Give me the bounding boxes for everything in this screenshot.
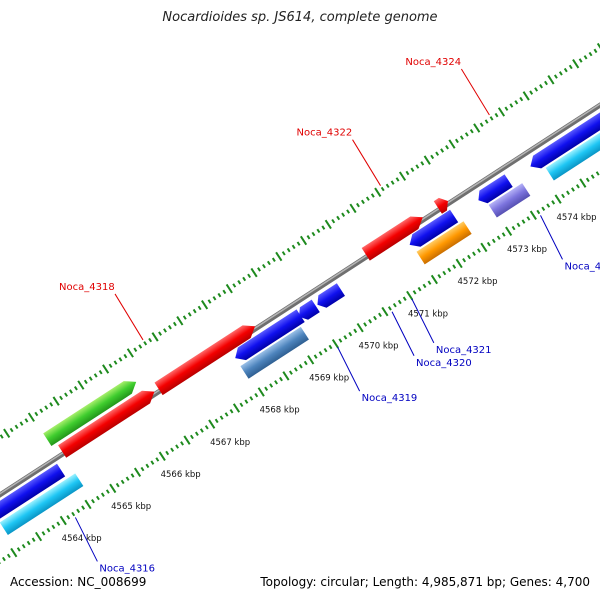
inner-tick-track — [0, 171, 600, 565]
kbp-tick-label: 4566 kbp — [161, 470, 201, 480]
outer-tick-track — [0, 42, 600, 439]
kbp-tick-label: 4573 kbp — [507, 245, 547, 255]
gene-feature-noca-4323[interactable] — [416, 221, 472, 265]
kbp-tick-label: 4571 kbp — [408, 309, 448, 319]
gene-feature-noca-4324[interactable] — [433, 195, 452, 214]
gene-feature-red[interactable] — [58, 385, 158, 458]
kbp-tick-label: 4574 kbp — [556, 213, 596, 223]
gene-leader-line — [460, 68, 490, 116]
kbp-tick-label: 4569 kbp — [309, 374, 349, 384]
gene-label-noca-4321[interactable]: Noca_4321 — [436, 345, 492, 356]
gene-label-noca-4322[interactable]: Noca_4322 — [297, 128, 353, 139]
accession-label: Accession: NC_008699 — [10, 575, 147, 589]
gene-feature-noca-4318[interactable] — [154, 320, 259, 396]
genome-backbone — [0, 69, 600, 531]
reverse-strand-genes — [0, 108, 600, 536]
gene-feature-purple[interactable] — [488, 183, 531, 218]
kbp-tick-label: 4570 kbp — [359, 341, 399, 351]
gene-leader-line — [411, 298, 435, 344]
gene-feature-blue[interactable] — [231, 309, 305, 364]
kbp-tick-label: 4568 kbp — [260, 406, 300, 416]
gene-feature-noca-4322[interactable] — [361, 211, 427, 261]
gene-feature-cyan[interactable] — [545, 123, 600, 181]
gene-label-noca-4324[interactable]: Noca_4324 — [405, 57, 461, 68]
kbp-tick-label: 4565 kbp — [111, 502, 151, 512]
gene-leader-line — [352, 139, 381, 186]
gene-leader-line — [540, 215, 563, 260]
kbp-tick-label: 4567 kbp — [210, 438, 250, 448]
gene-feature-noca-4321[interactable] — [313, 283, 345, 311]
gene-leader-line — [114, 293, 144, 341]
gene-label-noca-4323[interactable]: Noca_4323 — [565, 261, 600, 272]
kbp-tick-label: 4564 kbp — [62, 534, 102, 544]
topology-info: Topology: circular; Length: 4,985,871 bp… — [260, 575, 590, 589]
gene-label-noca-4319[interactable]: Noca_4319 — [362, 393, 418, 404]
gene-label-noca-4318[interactable]: Noca_4318 — [59, 282, 115, 293]
gene-feature-blue[interactable] — [474, 174, 513, 206]
gene-feature-green[interactable] — [43, 376, 140, 446]
kbp-tick-label: 4572 kbp — [458, 277, 498, 287]
gene-feature-noca-4316[interactable] — [0, 473, 84, 536]
gene-leader-line — [337, 346, 361, 392]
gene-feature-blue[interactable] — [406, 209, 459, 251]
gene-leader-line — [391, 311, 415, 356]
gene-feature-noca-4320[interactable] — [295, 299, 320, 323]
forward-strand-genes — [43, 195, 452, 458]
gene-leader-line — [74, 517, 98, 562]
gene-feature-blue[interactable] — [526, 108, 600, 173]
gene-feature-noca-4319[interactable] — [240, 326, 309, 379]
map-title: Nocardioides sp. JS614, complete genome — [162, 10, 438, 25]
gene-feature-blue[interactable] — [0, 463, 66, 520]
gene-label-noca-4316[interactable]: Noca_4316 — [99, 563, 155, 574]
gene-label-noca-4320[interactable]: Noca_4320 — [416, 358, 472, 369]
map-labels: 4564 kbp 4565 kbp 4566 kbp 4567 kbp 4568 kbp… — [59, 57, 600, 574]
